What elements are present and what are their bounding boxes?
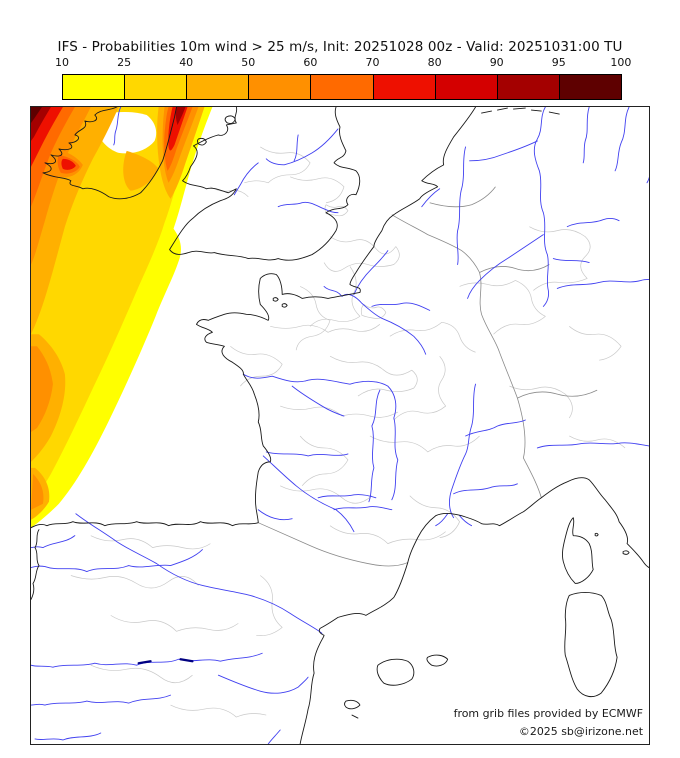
legend-tick-60: 60 [303, 56, 318, 69]
map-area: from grib files provided by ECMWF ©2025 … [30, 106, 650, 745]
legend-tick-100: 100 [610, 56, 632, 69]
legend-segment-60-70 [311, 75, 374, 99]
legend-tick-80: 80 [427, 56, 442, 69]
legend-tick-25: 25 [117, 56, 132, 69]
admin-boundaries [70, 146, 626, 718]
coastlines [31, 107, 649, 744]
country-borders [258, 186, 598, 567]
legend-tick-40: 40 [179, 56, 194, 69]
legend-segment-80-90 [435, 75, 498, 99]
map-title: IFS - Probabilities 10m wind > 25 m/s, I… [57, 39, 623, 55]
legend-segment-90-95 [497, 75, 560, 99]
legend-tick-50: 50 [241, 56, 256, 69]
map-svg: from grib files provided by ECMWF ©2025 … [31, 107, 649, 744]
legend-tick-10: 10 [55, 56, 69, 69]
probability-field [31, 107, 213, 528]
rivers [31, 107, 649, 744]
legend-segment-40-50 [187, 75, 250, 99]
credit-copyright: ©2025 sb@irizone.net [519, 725, 644, 738]
legend-segment-10-25 [63, 75, 126, 99]
legend-tick-70: 70 [365, 56, 380, 69]
legend-tick-labels: 10 25 40 50 60 70 80 90 95 100 [0, 56, 680, 69]
legend-segment-70-80 [373, 75, 436, 99]
legend-segment-95-100 [559, 75, 621, 99]
legend-segment-50-60 [249, 75, 312, 99]
legend-tick-95: 95 [551, 56, 566, 69]
legend-colorbar [62, 74, 622, 100]
legend-segment-25-40 [125, 75, 188, 99]
credit-source: from grib files provided by ECMWF [454, 707, 643, 720]
legend-tick-90: 90 [489, 56, 504, 69]
